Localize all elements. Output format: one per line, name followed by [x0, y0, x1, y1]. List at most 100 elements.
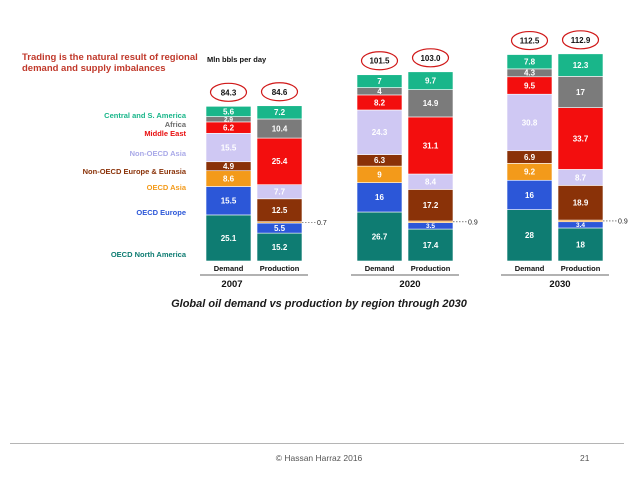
segment-oecd-north-america — [356, 211, 403, 262]
segment-central-and-s-america — [506, 54, 553, 70]
segment-label: 5.5 — [274, 224, 286, 233]
segment-label: 0.7 — [317, 220, 327, 227]
legend-label-oecd-north-america: OECD North America — [111, 250, 187, 259]
segment-label: 9.2 — [524, 168, 536, 177]
segment-label: 4.9 — [223, 162, 235, 171]
segment-label: 15.5 — [221, 197, 237, 206]
segment-label: 12.3 — [573, 61, 589, 70]
segment-label: 17 — [576, 88, 585, 97]
segment-non-oecd-europe-eurasia — [407, 189, 454, 222]
segment-label: 10.4 — [272, 124, 288, 133]
segment-label: 4.3 — [524, 69, 536, 78]
segment-label: 9 — [377, 170, 382, 179]
legend-label-central-and-s-america: Central and S. America — [104, 111, 187, 120]
segment-label: 7.2 — [274, 108, 286, 117]
segment-label: 7 — [377, 77, 382, 86]
legend-label-oecd-asia: OECD Asia — [147, 183, 187, 192]
segment-oecd-europe — [205, 186, 252, 216]
segment-label: 30.8 — [522, 118, 538, 127]
segment-label: 0.9 — [468, 219, 478, 226]
group-year-label: 2030 — [549, 279, 570, 290]
bars — [205, 53, 604, 262]
legend-label-non-oecd-europe-eurasia: Non-OECD Europe & Eurasia — [83, 167, 187, 176]
segment-central-and-s-america — [407, 71, 454, 90]
segment-label: 12.5 — [272, 206, 288, 215]
slide-number: 21 — [580, 453, 590, 463]
segment-oecd-europe — [356, 182, 403, 213]
total-circle — [411, 48, 450, 68]
segment-oecd-north-america — [205, 214, 252, 262]
bar-category-label: Demand — [214, 264, 244, 273]
segment-label: 7.8 — [524, 58, 536, 67]
figure-caption: Global oil demand vs production by regio… — [171, 298, 467, 310]
segment-label: 6.2 — [223, 123, 235, 132]
bar-category-label: Demand — [365, 264, 395, 273]
segment-middle-east — [557, 107, 604, 170]
segment-label: 4 — [377, 87, 382, 96]
segment-non-oecd-asia — [205, 132, 252, 163]
segment-oecd-north-america — [557, 227, 604, 262]
total-circle — [209, 82, 248, 102]
segment-label: 28 — [525, 231, 534, 240]
segment-label: 3.4 — [576, 222, 585, 229]
bar-total-label: 103.0 — [420, 54, 441, 63]
segment-label: 5.6 — [223, 107, 235, 116]
segment-central-and-s-america — [356, 74, 403, 88]
segment-label: 15.2 — [272, 243, 288, 252]
footer-copyright: © Hassan Harraz 2016 — [275, 453, 363, 463]
bar-2030-production — [557, 53, 604, 262]
segment-central-and-s-america — [256, 105, 303, 120]
total-circle — [561, 30, 600, 50]
bar-total-label: 112.9 — [571, 36, 591, 45]
segment-label: 8.2 — [374, 98, 386, 107]
segment-label: 6.3 — [374, 156, 386, 165]
segment-label: 17.2 — [423, 201, 439, 210]
segment-label: 31.1 — [423, 141, 439, 150]
segment-label: 33.7 — [573, 134, 589, 143]
segment-label: 18.9 — [573, 199, 589, 208]
total-circle — [260, 82, 299, 102]
bar-labels: 25.1 15.5 8.6 4.9 15.5 6.22.95.6 84.3 Demand 15.… — [200, 30, 628, 290]
bar-total-label: 84.6 — [272, 88, 288, 97]
bar-total-label: 101.5 — [369, 57, 390, 66]
segment-middle-east — [256, 137, 303, 185]
bar-2020-production — [407, 71, 454, 262]
bar-category-label: Production — [561, 264, 601, 273]
segment-label: 25.1 — [221, 234, 237, 243]
segment-label: 14.9 — [423, 99, 439, 108]
bar-2007-production — [256, 105, 303, 262]
segment-central-and-s-america — [557, 53, 604, 77]
segment-oecd-north-america — [256, 232, 303, 262]
legend-label-oecd-europe: OECD Europe — [136, 208, 186, 217]
legend-label-non-oecd-asia: Non-OECD Asia — [130, 149, 187, 158]
units-label: Mln bbls per day — [207, 55, 267, 64]
bar-total-label: 112.5 — [520, 37, 540, 46]
segment-label: 18 — [576, 240, 585, 249]
footer-divider — [10, 443, 624, 444]
total-circle — [360, 51, 399, 71]
segment-oecd-europe — [506, 179, 553, 210]
segment-label: 16 — [375, 193, 384, 202]
segment-label: 15.5 — [221, 143, 237, 152]
legend-label-middle-east: Middle East — [144, 129, 186, 138]
bar-2030-demand — [506, 54, 553, 262]
segment-label: 9.7 — [425, 77, 437, 86]
bar-2020-demand — [356, 74, 403, 262]
segment-label: 6.9 — [524, 153, 536, 162]
segment-label: 8.4 — [425, 178, 437, 187]
bar-category-label: Production — [411, 264, 451, 273]
segment-label: 8.6 — [223, 174, 235, 183]
group-year-label: 2007 — [221, 279, 242, 290]
group-year-label: 2020 — [399, 279, 420, 290]
segment-label: 17.4 — [423, 241, 439, 250]
segment-label: 0.9 — [618, 218, 628, 225]
bar-category-label: Production — [260, 264, 300, 273]
segment-oecd-north-america — [506, 209, 553, 262]
chart-headline: Trading is the natural result of regiona… — [22, 52, 198, 74]
bar-2007-demand — [205, 106, 252, 262]
segment-non-oecd-asia — [506, 93, 553, 152]
segment-label: 26.7 — [372, 232, 388, 241]
segment-label: 9.5 — [524, 81, 536, 90]
